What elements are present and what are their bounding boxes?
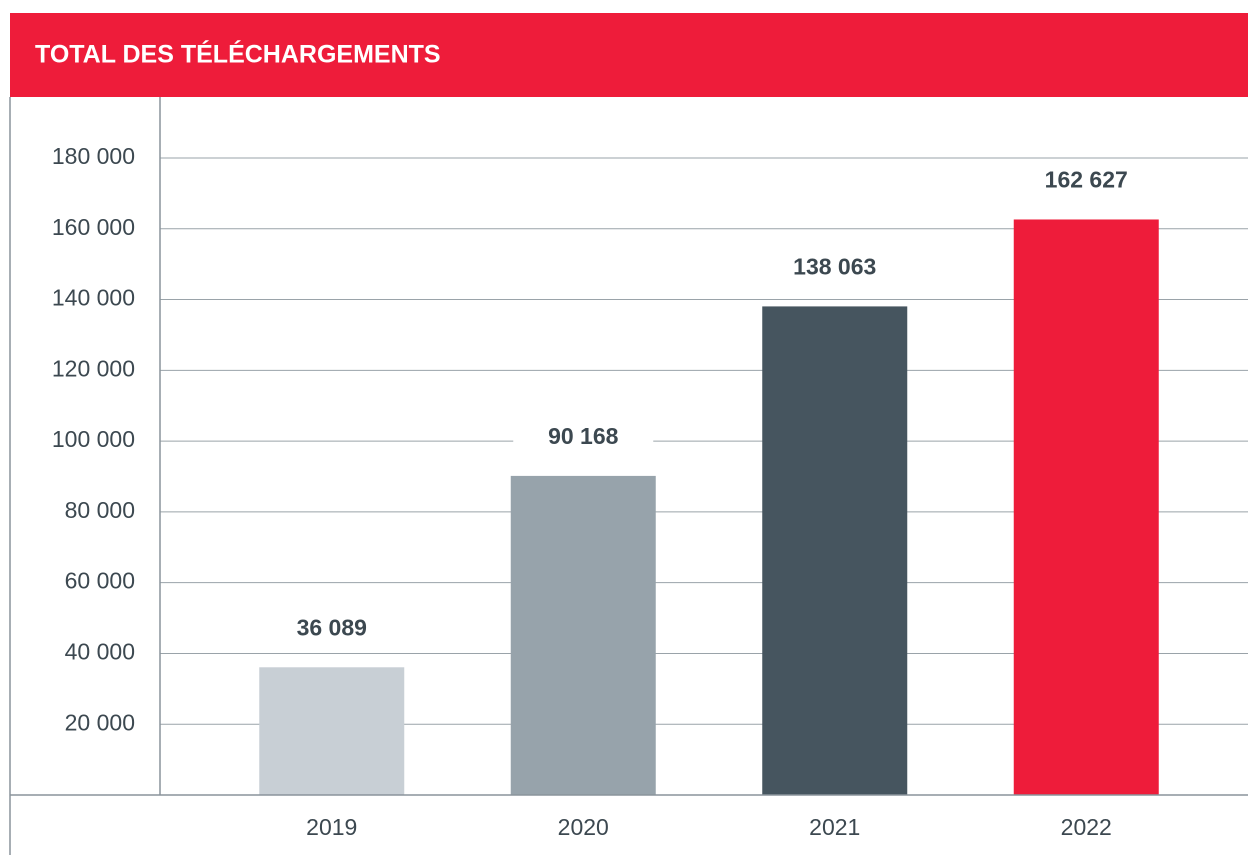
bar (1013, 219, 1159, 796)
value-label-bg (1016, 163, 1157, 200)
value-label: 162 627 (1045, 167, 1128, 193)
y-tick-label: 120 000 (52, 355, 135, 381)
y-tick-label: 80 000 (65, 497, 135, 523)
header-bar (10, 13, 1248, 97)
x-tick-label: 2020 (558, 814, 609, 840)
value-label: 90 168 (548, 423, 619, 449)
y-tick-label: 160 000 (52, 214, 135, 240)
value-label-bg (513, 419, 654, 456)
y-tick-label: 180 000 (52, 143, 135, 169)
x-tick-label: 2021 (809, 814, 860, 840)
bar (762, 306, 908, 795)
y-tick-label: 140 000 (52, 285, 135, 311)
bar (510, 475, 656, 795)
y-tick-label: 40 000 (65, 639, 135, 665)
value-label: 36 089 (297, 614, 367, 640)
value-label-bg (261, 611, 402, 648)
bar (259, 667, 405, 795)
value-label: 138 063 (793, 253, 876, 279)
x-tick-label: 2022 (1061, 814, 1112, 840)
y-tick-label: 100 000 (52, 426, 135, 452)
y-tick-label: 20 000 (65, 709, 135, 735)
chart-title: TOTAL DES TÉLÉCHARGEMENTS (35, 40, 441, 69)
y-tick-label: 60 000 (65, 568, 135, 594)
marks: 36 089 90 168 138 063 162 627 (259, 163, 1159, 796)
value-label-bg (764, 250, 905, 287)
x-tick-label: 2019 (306, 814, 357, 840)
